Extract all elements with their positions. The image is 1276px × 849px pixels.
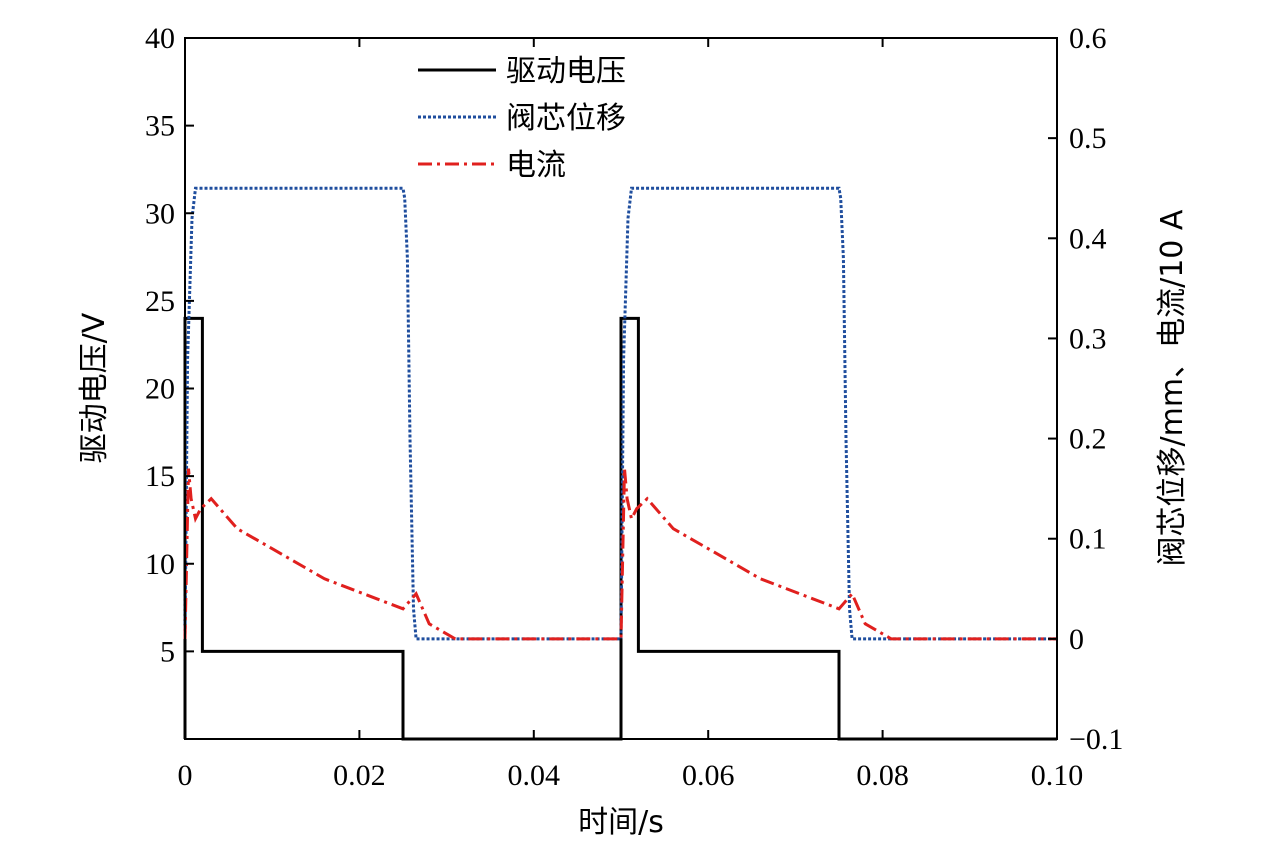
series-layer: [183, 186, 1057, 741]
y-right-tick-label: 0: [1069, 623, 1084, 656]
y-left-tick-label: 30: [145, 197, 175, 230]
y-left-tick-label: 5: [160, 635, 175, 668]
series-line-2: [183, 186, 1057, 641]
x-tick-label: 0.10: [1031, 759, 1084, 792]
y-left-tick-label: 10: [145, 548, 175, 581]
legend-label-1: 驱动电压: [506, 54, 626, 89]
x-tick-label: 0.02: [333, 759, 386, 792]
ticks-layer: 0 0.02 0.04 0.06 0.08 0.10510152025303540−0.1…: [145, 22, 1123, 792]
x-axis-title: 时间/s: [578, 805, 664, 840]
x-tick-label: 0.06: [682, 759, 735, 792]
y-right-tick-label: 0.2: [1069, 423, 1107, 456]
x-tick-label: 0.08: [856, 759, 909, 792]
legend-label-2: 阀芯位移: [506, 101, 626, 136]
x-tick-label: 0.04: [508, 759, 561, 792]
x-tick-label: 0: [178, 759, 193, 792]
y-left-tick-label: 15: [145, 460, 175, 493]
y-left-tick-label: 35: [145, 110, 175, 143]
y-axis-right-title: 阀芯位移/mm、电流/10 A: [1155, 209, 1190, 566]
series-line-3: [183, 468, 1057, 641]
legend-label-3: 电流: [506, 148, 566, 183]
y-right-tick-label: 0.5: [1069, 122, 1107, 155]
y-right-tick-label: 0.4: [1069, 222, 1107, 255]
y-right-tick-label: 0.1: [1069, 523, 1107, 556]
y-left-tick-label: 40: [145, 22, 175, 55]
y-left-tick-label: 25: [145, 285, 175, 318]
y-right-tick-label: 0.3: [1069, 322, 1107, 355]
y-right-tick-label: 0.6: [1069, 22, 1107, 55]
y-left-tick-label: 20: [145, 373, 175, 406]
series-line-1: [183, 316, 1057, 741]
y-right-tick-label: −0.1: [1069, 723, 1123, 756]
y-axis-left-title: 驱动电压/V: [77, 312, 112, 463]
